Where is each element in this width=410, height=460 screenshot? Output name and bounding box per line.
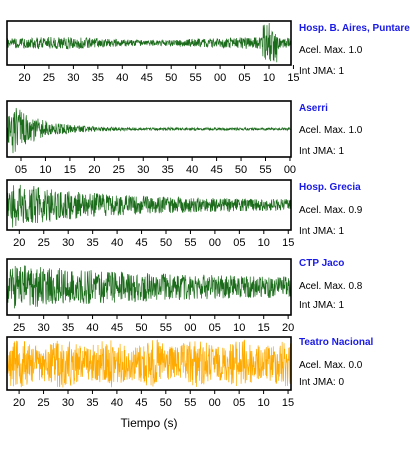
station-int-5: Int JMA: 0 bbox=[299, 377, 345, 388]
tick-label: 10 bbox=[257, 397, 269, 409]
tick-label: 25 bbox=[13, 322, 25, 334]
tick-label: 30 bbox=[62, 397, 74, 409]
tick-label: 40 bbox=[186, 164, 198, 176]
station-name-5: Teatro Nacional bbox=[299, 337, 374, 348]
station-acel-1: Acel. Max. 1.0 bbox=[299, 45, 363, 56]
tick-label: 45 bbox=[111, 322, 123, 334]
tick-label: 10 bbox=[258, 237, 270, 249]
tick-label: 35 bbox=[162, 164, 174, 176]
tick-label: 15 bbox=[287, 72, 299, 84]
trace-line-4 bbox=[6, 265, 292, 309]
tick-label: 50 bbox=[160, 397, 172, 409]
tick-label: 25 bbox=[37, 397, 49, 409]
tick-label: 20 bbox=[88, 164, 100, 176]
station-acel-5: Acel. Max. 0.0 bbox=[299, 360, 363, 371]
tick-label: 55 bbox=[184, 397, 196, 409]
station-acel-4: Acel. Max. 0.8 bbox=[299, 281, 363, 292]
tick-label: 05 bbox=[209, 322, 221, 334]
trace-line-5 bbox=[6, 339, 292, 388]
station-int-4: Int JMA: 1 bbox=[299, 300, 345, 311]
tick-label: 00 bbox=[209, 237, 221, 249]
tick-label: 45 bbox=[141, 72, 153, 84]
tick-label: 30 bbox=[137, 164, 149, 176]
tick-label: 35 bbox=[62, 322, 74, 334]
tick-label: 00 bbox=[209, 397, 221, 409]
tick-label: 10 bbox=[233, 322, 245, 334]
tick-label: 50 bbox=[135, 322, 147, 334]
tick-label: 45 bbox=[135, 237, 147, 249]
tick-label: 15 bbox=[64, 164, 76, 176]
tick-label: 35 bbox=[86, 397, 98, 409]
station-acel-2: Acel. Max. 1.0 bbox=[299, 125, 363, 136]
tick-label: 35 bbox=[87, 237, 99, 249]
tick-label: 00 bbox=[184, 322, 196, 334]
station-name-2: Aserri bbox=[299, 103, 328, 114]
panel-frame-2 bbox=[6, 100, 292, 158]
x-axis-label: Tiempo (s) bbox=[121, 416, 178, 430]
trace-line-2 bbox=[6, 107, 292, 154]
tick-label: 50 bbox=[165, 72, 177, 84]
tick-label: 30 bbox=[62, 237, 74, 249]
panel-frame-1 bbox=[6, 20, 292, 66]
tick-label: 20 bbox=[13, 237, 25, 249]
station-name-1: Hosp. B. Aires, Puntare bbox=[299, 23, 410, 34]
tick-label: 40 bbox=[111, 397, 123, 409]
tick-label: 15 bbox=[258, 322, 270, 334]
station-int-1: Int JMA: 1 bbox=[299, 66, 345, 77]
panel-frame-4 bbox=[6, 258, 292, 316]
tick-label: 20 bbox=[13, 397, 25, 409]
tick-label: 55 bbox=[259, 164, 271, 176]
tick-label: 15 bbox=[282, 237, 294, 249]
tick-label: 05 bbox=[233, 237, 245, 249]
tick-label: 20 bbox=[282, 322, 294, 334]
tick-label: 05 bbox=[238, 72, 250, 84]
station-acel-3: Acel. Max. 0.9 bbox=[299, 205, 363, 216]
tick-label: 10 bbox=[263, 72, 275, 84]
tick-label: 05 bbox=[233, 397, 245, 409]
tick-label: 00 bbox=[284, 164, 296, 176]
tick-label: 50 bbox=[160, 237, 172, 249]
tick-label: 25 bbox=[43, 72, 55, 84]
station-name-3: Hosp. Grecia bbox=[299, 182, 361, 193]
tick-label: 40 bbox=[116, 72, 128, 84]
tick-label: 00 bbox=[214, 72, 226, 84]
trace-line-1 bbox=[6, 23, 292, 63]
tick-label: 55 bbox=[184, 237, 196, 249]
tick-label: 35 bbox=[92, 72, 104, 84]
tick-label: 45 bbox=[210, 164, 222, 176]
tick-label: 55 bbox=[160, 322, 172, 334]
panel-frame-3 bbox=[6, 179, 292, 231]
tick-label: 25 bbox=[38, 237, 50, 249]
tick-label: 05 bbox=[15, 164, 27, 176]
station-int-2: Int JMA: 1 bbox=[299, 146, 345, 157]
station-name-4: CTP Jaco bbox=[299, 258, 345, 269]
tick-label: 10 bbox=[39, 164, 51, 176]
tick-label: 20 bbox=[18, 72, 30, 84]
tick-label: 55 bbox=[190, 72, 202, 84]
tick-label: 15 bbox=[282, 397, 294, 409]
tick-label: 50 bbox=[235, 164, 247, 176]
tick-label: 25 bbox=[113, 164, 125, 176]
tick-label: 40 bbox=[111, 237, 123, 249]
tick-label: 45 bbox=[135, 397, 147, 409]
tick-label: 30 bbox=[67, 72, 79, 84]
tick-label: 30 bbox=[38, 322, 50, 334]
panel-frame-5 bbox=[6, 336, 292, 391]
tick-label: 40 bbox=[86, 322, 98, 334]
station-int-3: Int JMA: 1 bbox=[299, 226, 345, 237]
trace-line-3 bbox=[6, 184, 292, 228]
